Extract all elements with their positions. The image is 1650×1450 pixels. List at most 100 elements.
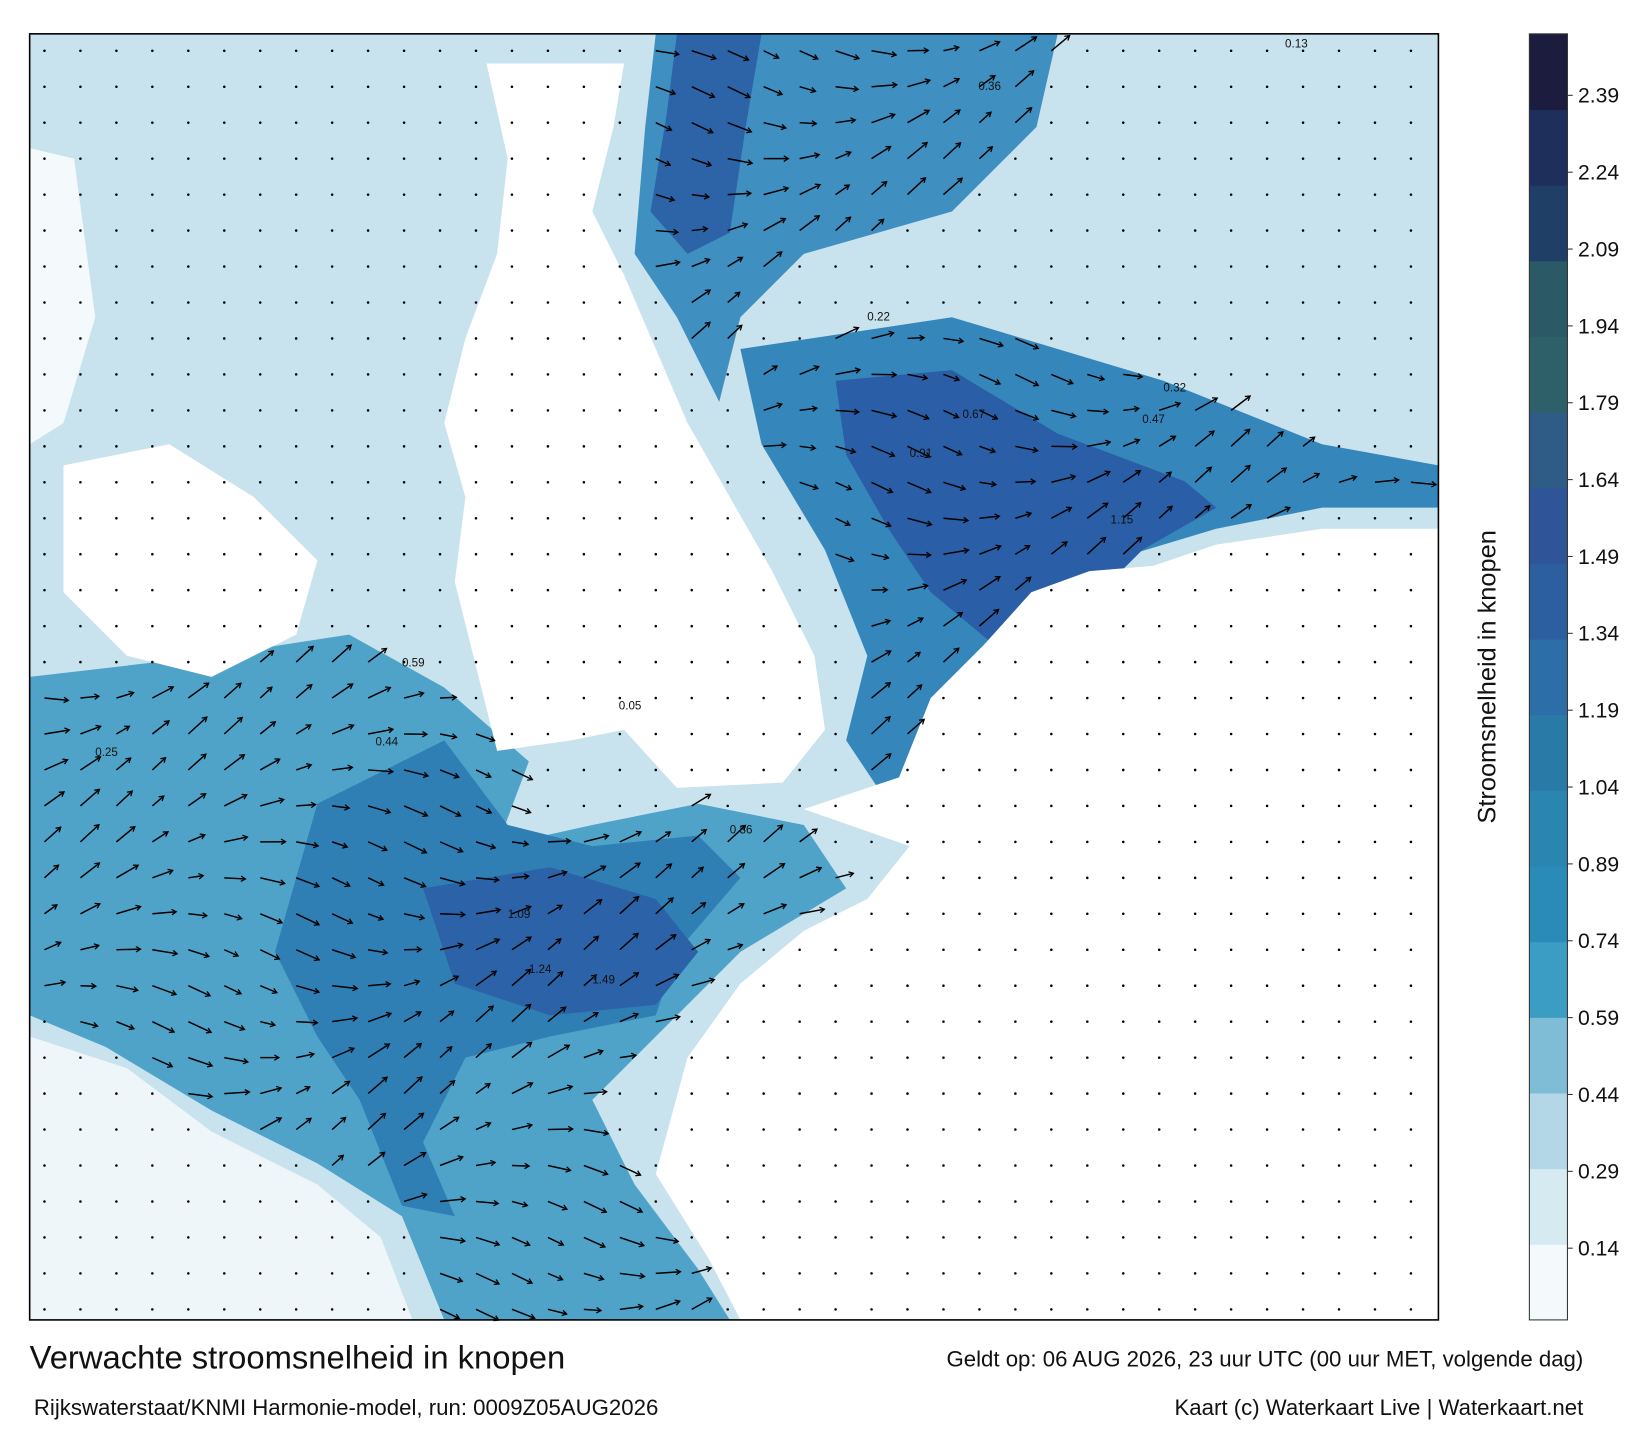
- arrow-head: [453, 1313, 461, 1320]
- grid-dot: [223, 373, 226, 376]
- grid-dot: [223, 1236, 226, 1239]
- grid-dot: [1193, 768, 1197, 772]
- current-arrow: [1014, 545, 1031, 555]
- grid-dot: [654, 445, 658, 448]
- grid-dot: [79, 1308, 82, 1311]
- grid-dot: [366, 229, 370, 232]
- grid-dot: [978, 229, 981, 232]
- current-arrow: [1302, 472, 1320, 483]
- current-arrow: [439, 733, 457, 738]
- grid-dot: [942, 1128, 945, 1131]
- current-arrow: [367, 877, 384, 886]
- grid-dot: [1337, 1200, 1341, 1203]
- arrow-head: [527, 774, 534, 781]
- arrow-head: [705, 1265, 713, 1273]
- grid-dot: [1301, 660, 1305, 664]
- current-arrow: [943, 78, 960, 88]
- grid-dot: [1229, 1164, 1233, 1167]
- current-arrow: [43, 826, 62, 843]
- grid-dot: [546, 660, 550, 664]
- current-arrow: [871, 50, 897, 56]
- grid-dot: [834, 1236, 837, 1239]
- grid-dot: [762, 1164, 765, 1167]
- current-arrow: [979, 545, 1001, 555]
- current-arrow: [80, 1020, 98, 1027]
- grid-dot: [1409, 1092, 1413, 1095]
- grid-dot: [582, 193, 586, 196]
- grid-dot: [582, 373, 586, 376]
- arrow-head: [313, 919, 321, 926]
- grid-dot: [151, 229, 154, 232]
- current-arrow: [547, 1200, 568, 1210]
- grid-dot: [402, 409, 406, 412]
- grid-dot: [151, 373, 154, 376]
- arrow-head: [814, 183, 822, 190]
- current-arrow: [511, 875, 529, 879]
- current-arrow: [188, 834, 206, 843]
- current-arrow: [475, 909, 501, 915]
- colorbar-tick-label: 0.44: [1578, 1084, 1619, 1107]
- arrow-head: [457, 942, 464, 949]
- grid-dot: [798, 301, 801, 304]
- arrow-head: [416, 1076, 423, 1083]
- grid-dot: [258, 516, 262, 520]
- grid-dot: [294, 1308, 298, 1311]
- grid-dot: [618, 660, 622, 664]
- arrow-head: [853, 85, 860, 93]
- arrow-head: [94, 902, 101, 909]
- arrow-head: [1245, 503, 1253, 510]
- grid-dot: [906, 1020, 909, 1023]
- grid-dot: [1301, 1056, 1305, 1059]
- grid-dot: [870, 1128, 873, 1131]
- grid-dot: [258, 481, 262, 484]
- arrow-head: [957, 611, 964, 618]
- grid-dot: [115, 1092, 118, 1095]
- current-arrow: [763, 863, 785, 879]
- grid-dot: [978, 948, 981, 952]
- grid-dot: [1265, 732, 1269, 736]
- grid-dot: [834, 840, 837, 844]
- grid-dot: [834, 1164, 837, 1167]
- grid-dot: [906, 301, 909, 304]
- grid-dot: [402, 193, 406, 196]
- current-arrow: [403, 1112, 424, 1131]
- grid-dot: [115, 660, 118, 664]
- current-arrow: [691, 157, 712, 167]
- grid-dot: [1409, 373, 1413, 376]
- current-arrow: [1230, 395, 1251, 411]
- grid-dot: [798, 660, 801, 664]
- arrow-head: [953, 45, 960, 52]
- current-arrow: [835, 119, 856, 124]
- arrow-head: [526, 1122, 534, 1130]
- current-arrow: [655, 863, 672, 879]
- grid-dot: [1373, 373, 1377, 376]
- grid-dot: [1229, 804, 1233, 808]
- grid-dot: [690, 1128, 694, 1131]
- current-arrow: [224, 913, 242, 920]
- arrow-head: [92, 1021, 99, 1029]
- grid-dot: [79, 301, 82, 304]
- grid-dot: [402, 1308, 406, 1311]
- grid-dot: [510, 552, 514, 556]
- grid-dot: [438, 373, 442, 376]
- grid-dot: [1121, 948, 1125, 952]
- grid-dot: [187, 85, 190, 88]
- arrow-head: [994, 513, 1001, 520]
- grid-dot: [474, 85, 478, 88]
- grid-dot: [474, 121, 478, 124]
- grid-dot: [1050, 984, 1053, 987]
- current-arrow: [296, 1020, 318, 1024]
- grid-dot: [223, 552, 226, 556]
- current-arrow: [367, 647, 387, 663]
- grid-dot: [1229, 265, 1233, 268]
- current-arrow: [475, 1005, 494, 1023]
- grid-dot: [906, 912, 909, 916]
- arrow-head: [603, 833, 610, 840]
- grid-dot: [330, 301, 334, 304]
- grid-dot: [115, 85, 118, 88]
- grid-dot: [978, 912, 981, 916]
- arrow-head: [705, 160, 713, 168]
- arrow-head: [489, 1159, 497, 1167]
- grid-dot: [1086, 1020, 1089, 1023]
- grid-dot: [690, 624, 694, 628]
